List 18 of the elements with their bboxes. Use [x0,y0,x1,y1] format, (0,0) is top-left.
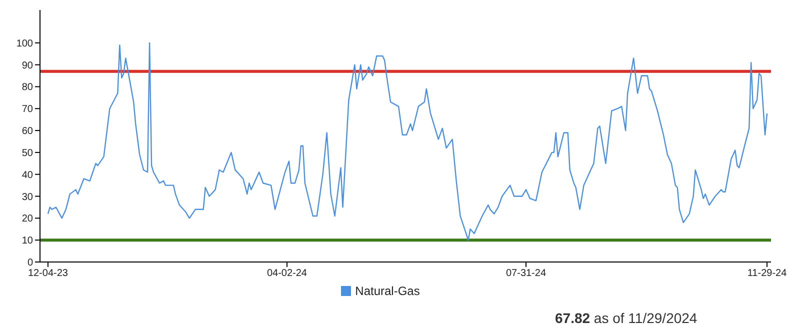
y-tick-label: 100 [16,38,34,50]
x-tick-label: 11-29-24 [747,268,788,280]
y-tick-label: 30 [22,192,34,203]
text: 67.82 as of 11/29/2024 [555,310,698,326]
legend-label: Natural-Gas [355,284,420,298]
y-tick-label: 40 [22,170,34,181]
x-tick-label: 04-02-24 [266,268,308,280]
y-tick-label: 50 [22,148,34,159]
y-tick-label: 0 [27,258,34,269]
y-tick-label: 60 [22,126,34,138]
y-tick-label: 10 [22,236,34,247]
x-tick-label: 12-04-23 [28,268,68,280]
x-tick-label: 07-31-24 [506,268,546,280]
y-tick-label: 80 [22,82,34,94]
y-tick-label: 20 [22,214,34,225]
y-tick-label: 90 [22,60,34,72]
line-series [47,42,768,241]
y-tick-label: 70 [22,104,34,116]
